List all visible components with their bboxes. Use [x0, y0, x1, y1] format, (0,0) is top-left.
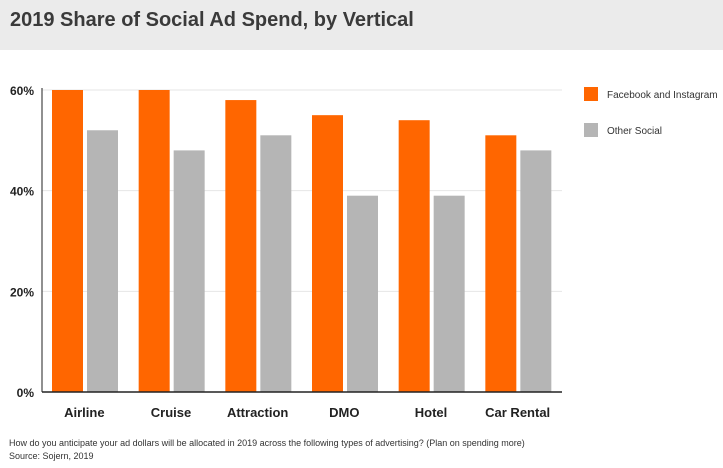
- footnote-question: How do you anticipate your ad dollars wi…: [9, 438, 525, 448]
- y-tick-label: 0%: [17, 386, 35, 400]
- legend-label-facebook-instagram: Facebook and Instagram: [607, 90, 718, 101]
- x-tick-label: Attraction: [227, 405, 288, 420]
- legend-swatch-facebook-instagram: [584, 87, 598, 101]
- bar-facebook-instagram: [52, 90, 83, 392]
- bar-chart: 0% 20% 40% 60% Airline Cruise Attraction DMO Hot…: [10, 84, 718, 420]
- bar-facebook-instagram: [138, 90, 170, 392]
- bar-other-social: [433, 195, 465, 392]
- x-tick-label: Hotel: [415, 405, 448, 420]
- y-tick-label: 60%: [10, 84, 34, 98]
- legend-swatch-other-social: [584, 123, 598, 137]
- y-tick-label: 20%: [10, 285, 34, 299]
- gridlines: [42, 89, 562, 292]
- x-tick-label: DMO: [329, 405, 359, 420]
- title-bar: 2019 Share of Social Ad Spend, by Vertic…: [0, 0, 723, 50]
- bar-other-social: [520, 150, 552, 392]
- bar-facebook-instagram: [225, 100, 257, 393]
- bar-facebook-instagram: [312, 115, 343, 393]
- y-tick-label: 40%: [10, 185, 34, 199]
- legend-label-other-social: Other Social: [607, 126, 662, 137]
- bar-facebook-instagram: [485, 135, 517, 393]
- bar-other-social: [347, 195, 378, 392]
- legend: Facebook and Instagram Other Social: [584, 87, 718, 137]
- bar-facebook-instagram: [398, 120, 430, 392]
- bar-other-social: [87, 130, 118, 392]
- bar-other-social: [173, 150, 205, 392]
- axes: 0% 20% 40% 60% Airline Cruise Attraction DMO Hot…: [10, 84, 562, 420]
- footnote-source: Source: Sojern, 2019: [9, 451, 94, 461]
- bar-other-social: [260, 135, 292, 393]
- x-tick-label: Airline: [64, 405, 104, 420]
- bars: [52, 90, 552, 393]
- x-tick-label: Car Rental: [485, 405, 550, 420]
- chart-title: 2019 Share of Social Ad Spend, by Vertic…: [10, 9, 414, 31]
- x-tick-label: Cruise: [151, 405, 191, 420]
